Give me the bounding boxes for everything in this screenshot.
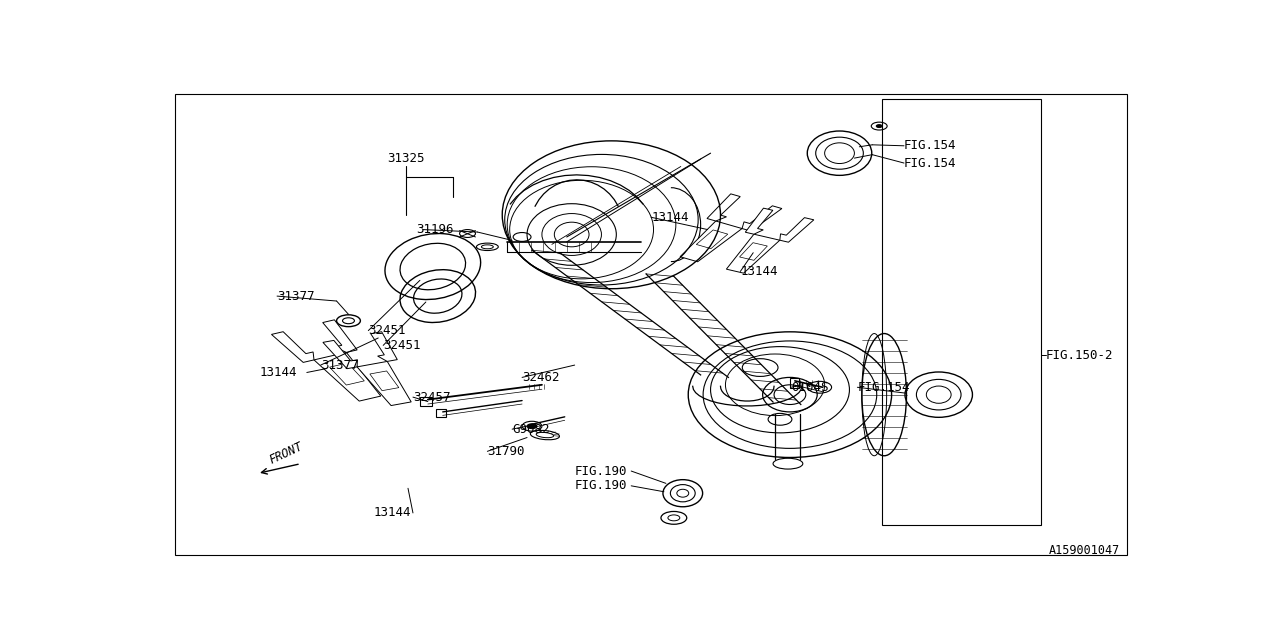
Polygon shape [323, 320, 357, 353]
Text: G9082: G9082 [512, 422, 549, 436]
Text: FIG.190: FIG.190 [575, 465, 627, 477]
Text: FIG.154: FIG.154 [858, 381, 910, 394]
Text: FRONT: FRONT [268, 440, 305, 467]
Text: 32451: 32451 [369, 324, 406, 337]
Polygon shape [357, 362, 411, 406]
Polygon shape [740, 243, 767, 260]
Text: 0104S: 0104S [791, 381, 828, 394]
Polygon shape [696, 230, 728, 248]
Bar [435, 409, 445, 417]
Text: 32457: 32457 [413, 390, 451, 404]
Polygon shape [780, 218, 814, 242]
Bar [790, 378, 799, 388]
Text: 31790: 31790 [488, 445, 525, 458]
Text: FIG.154: FIG.154 [904, 140, 956, 152]
Text: FIG.150-2: FIG.150-2 [1046, 349, 1114, 362]
Polygon shape [323, 340, 357, 369]
Polygon shape [370, 371, 399, 390]
Bar [882, 99, 1041, 525]
Polygon shape [745, 208, 773, 234]
Polygon shape [271, 332, 314, 362]
Text: FIG.154: FIG.154 [904, 157, 956, 170]
Polygon shape [680, 221, 742, 262]
Polygon shape [329, 363, 365, 385]
Text: 32462: 32462 [522, 371, 559, 384]
Text: 32451: 32451 [383, 339, 421, 352]
Polygon shape [726, 234, 780, 273]
Polygon shape [742, 206, 782, 231]
Text: 13144: 13144 [652, 211, 689, 224]
Circle shape [527, 424, 538, 429]
Text: 31325: 31325 [388, 152, 425, 164]
Circle shape [877, 125, 882, 127]
Polygon shape [314, 353, 380, 401]
Text: A159001047: A159001047 [1050, 545, 1120, 557]
Text: FIG.190: FIG.190 [575, 479, 627, 492]
Polygon shape [707, 194, 740, 221]
Text: 13144: 13144 [259, 366, 297, 379]
Text: 13144: 13144 [374, 506, 411, 520]
Polygon shape [371, 332, 397, 362]
Text: 31196: 31196 [416, 223, 453, 236]
Text: 31377: 31377 [321, 358, 358, 372]
Bar [420, 397, 431, 406]
Text: 31377: 31377 [276, 289, 315, 303]
Text: 13144: 13144 [740, 265, 778, 278]
